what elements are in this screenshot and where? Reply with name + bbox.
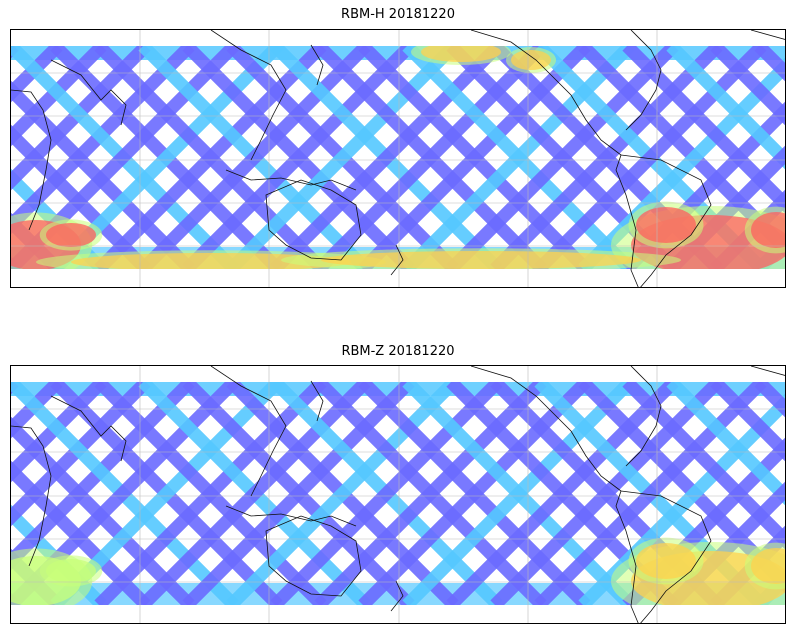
descending-swath xyxy=(226,382,459,605)
bottom-heat-layer xyxy=(11,537,785,605)
top-map-canvas xyxy=(11,30,785,287)
descending-swath xyxy=(182,46,415,269)
bottom-map-panel xyxy=(10,365,786,624)
hotspot-south-indian-ocean-west-edge xyxy=(46,559,96,583)
hotspot-south-atlantic-off-south-america xyxy=(751,212,785,248)
top-swath-layer xyxy=(11,46,785,269)
top-map-panel xyxy=(10,29,786,288)
descending-swath xyxy=(11,46,107,147)
descending-swath xyxy=(11,382,151,527)
bottom-map-title: RBM-Z 20181220 xyxy=(341,344,455,359)
descending-swath xyxy=(358,382,591,605)
top-heat-layer xyxy=(11,46,785,269)
descending-swath xyxy=(11,46,151,191)
indonesia-coastline xyxy=(225,169,357,191)
japan-coastline xyxy=(310,44,324,86)
descending-swath xyxy=(446,46,679,269)
descending-swath xyxy=(534,46,767,269)
japan-coastline xyxy=(310,380,324,422)
indonesia-coastline xyxy=(225,505,357,527)
descending-swath xyxy=(490,382,723,605)
south-america-coastline xyxy=(615,490,712,623)
africa-east-coast-coastline xyxy=(11,89,52,231)
descending-swath xyxy=(138,46,371,269)
hotspot-south-atlantic-off-south-america xyxy=(751,548,785,584)
arabia-india-coastline xyxy=(50,395,127,462)
descending-swath xyxy=(11,382,107,483)
descending-swath xyxy=(402,46,635,269)
descending-swath xyxy=(182,382,415,605)
new-zealand-coastline xyxy=(390,580,404,612)
hotspot-south-atlantic-off-south-america xyxy=(636,543,696,579)
north-america-east-coastline xyxy=(625,30,662,131)
east-asia-coastline xyxy=(210,30,287,161)
ascending-swath xyxy=(710,46,785,126)
alaska-coastline xyxy=(470,366,552,412)
australia-coastline xyxy=(265,515,362,597)
bottom-map-canvas xyxy=(11,366,785,623)
north-america-west-coastline xyxy=(550,410,622,492)
new-zealand-coastline xyxy=(390,244,404,276)
descending-swath xyxy=(11,382,195,571)
alaska-coastline xyxy=(470,30,552,76)
descending-swath xyxy=(270,46,503,269)
africa-east-coast-coastline xyxy=(11,425,52,567)
ascending-swath xyxy=(710,382,785,462)
descending-swath xyxy=(11,46,195,235)
south-america-coastline xyxy=(615,154,712,287)
descending-swath xyxy=(534,382,767,605)
descending-swath xyxy=(314,382,547,605)
descending-swath xyxy=(314,46,547,269)
descending-swath xyxy=(490,46,723,269)
hotspot-north-pacific-top-center xyxy=(421,46,501,62)
arabia-india-coastline xyxy=(50,59,127,126)
descending-swath xyxy=(138,382,371,605)
descending-swath xyxy=(11,382,63,439)
australia-coastline xyxy=(265,179,362,261)
bottom-gridlines xyxy=(11,366,785,623)
descending-swath xyxy=(402,382,635,605)
top-map-title: RBM-H 20181220 xyxy=(341,7,455,22)
hotspot-north-pacific-top-center xyxy=(511,50,551,70)
hotspot-southern-ocean-band xyxy=(321,251,641,269)
hotspot-south-atlantic-off-south-america xyxy=(636,207,696,243)
top-gridlines xyxy=(11,30,785,287)
top-coastlines xyxy=(11,30,785,287)
descending-swath xyxy=(358,46,591,269)
descending-swath xyxy=(94,46,327,269)
bottom-coastlines xyxy=(11,366,785,623)
hotspot-south-indian-ocean-west-edge xyxy=(46,223,96,247)
hotspot-southern-ocean-band xyxy=(71,253,351,269)
descending-swath xyxy=(94,382,327,605)
east-asia-coastline xyxy=(210,366,287,497)
descending-swath xyxy=(226,46,459,269)
north-america-west-coastline xyxy=(550,74,622,156)
north-america-east-coastline xyxy=(625,366,662,467)
descending-swath xyxy=(270,382,503,605)
greenland-coastline xyxy=(750,30,785,40)
greenland-coastline xyxy=(750,366,785,376)
descending-swath xyxy=(446,382,679,605)
descending-swath xyxy=(11,46,63,103)
